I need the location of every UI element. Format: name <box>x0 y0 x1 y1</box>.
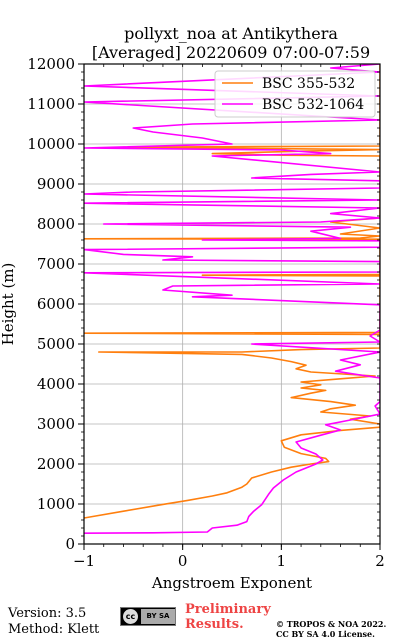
y-tick-label: 9000 <box>37 175 75 193</box>
y-tick-label: 12000 <box>27 55 75 73</box>
y-tick-label: 1000 <box>37 495 75 513</box>
legend: BSC 355-532 BSC 532-1064 <box>214 70 376 118</box>
y-tick-label: 11000 <box>27 95 75 113</box>
version-text: Version: 3.5 <box>8 606 87 621</box>
x-tick-label: 2 <box>375 552 385 570</box>
chart-subtitle: [Averaged] 20220609 07:00-07:59 <box>92 43 370 62</box>
preliminary-line-2: Results. <box>185 617 244 632</box>
legend-box <box>214 70 376 118</box>
tick-labels: −1 0 1 201000200030004000500060007000800090… <box>27 55 384 570</box>
copyright-line-1: © TROPOS & NOA 2022. <box>276 619 387 629</box>
copyright-line-2: CC BY SA 4.0 License. <box>276 629 375 639</box>
y-tick-label: 5000 <box>37 335 75 353</box>
by-sa-icon: BY SA <box>141 609 175 624</box>
x-axis-label: Angstroem Exponent <box>151 574 312 592</box>
y-axis-label: Height (m) <box>0 263 17 346</box>
series-line-bsc-532-1064 <box>84 64 380 534</box>
preliminary-line-1: Preliminary <box>185 602 271 617</box>
tick-marks <box>78 63 381 550</box>
x-tick-label: 1 <box>277 552 287 570</box>
y-tick-label: 0 <box>65 535 75 553</box>
x-tick-label: −1 <box>73 552 95 570</box>
cc-icon: cc <box>123 609 138 624</box>
series-layer <box>84 64 380 534</box>
series-line-bsc-355-532 <box>84 64 380 519</box>
copyright-note: © TROPOS & NOA 2022. CC BY SA 4.0 Licens… <box>276 619 386 639</box>
x-tick-label: 0 <box>178 552 188 570</box>
y-tick-label: 7000 <box>37 255 75 273</box>
y-tick-label: 4000 <box>37 375 75 393</box>
legend-label-bsc-532-1064: BSC 532-1064 <box>262 97 364 113</box>
preliminary-note: Preliminary Results. <box>185 602 271 632</box>
y-tick-label: 6000 <box>37 295 75 313</box>
y-tick-label: 3000 <box>37 415 75 433</box>
method-text: Method: Klett <box>8 622 100 637</box>
y-tick-label: 8000 <box>37 215 75 233</box>
grid <box>83 63 381 545</box>
y-tick-label: 2000 <box>37 455 75 473</box>
chart-title: pollyxt_noa at Antikythera <box>124 24 338 43</box>
cc-license-badge: cc BY SA <box>120 607 176 626</box>
y-tick-label: 10000 <box>27 135 75 153</box>
legend-label-bsc-355-532: BSC 355-532 <box>262 76 355 92</box>
